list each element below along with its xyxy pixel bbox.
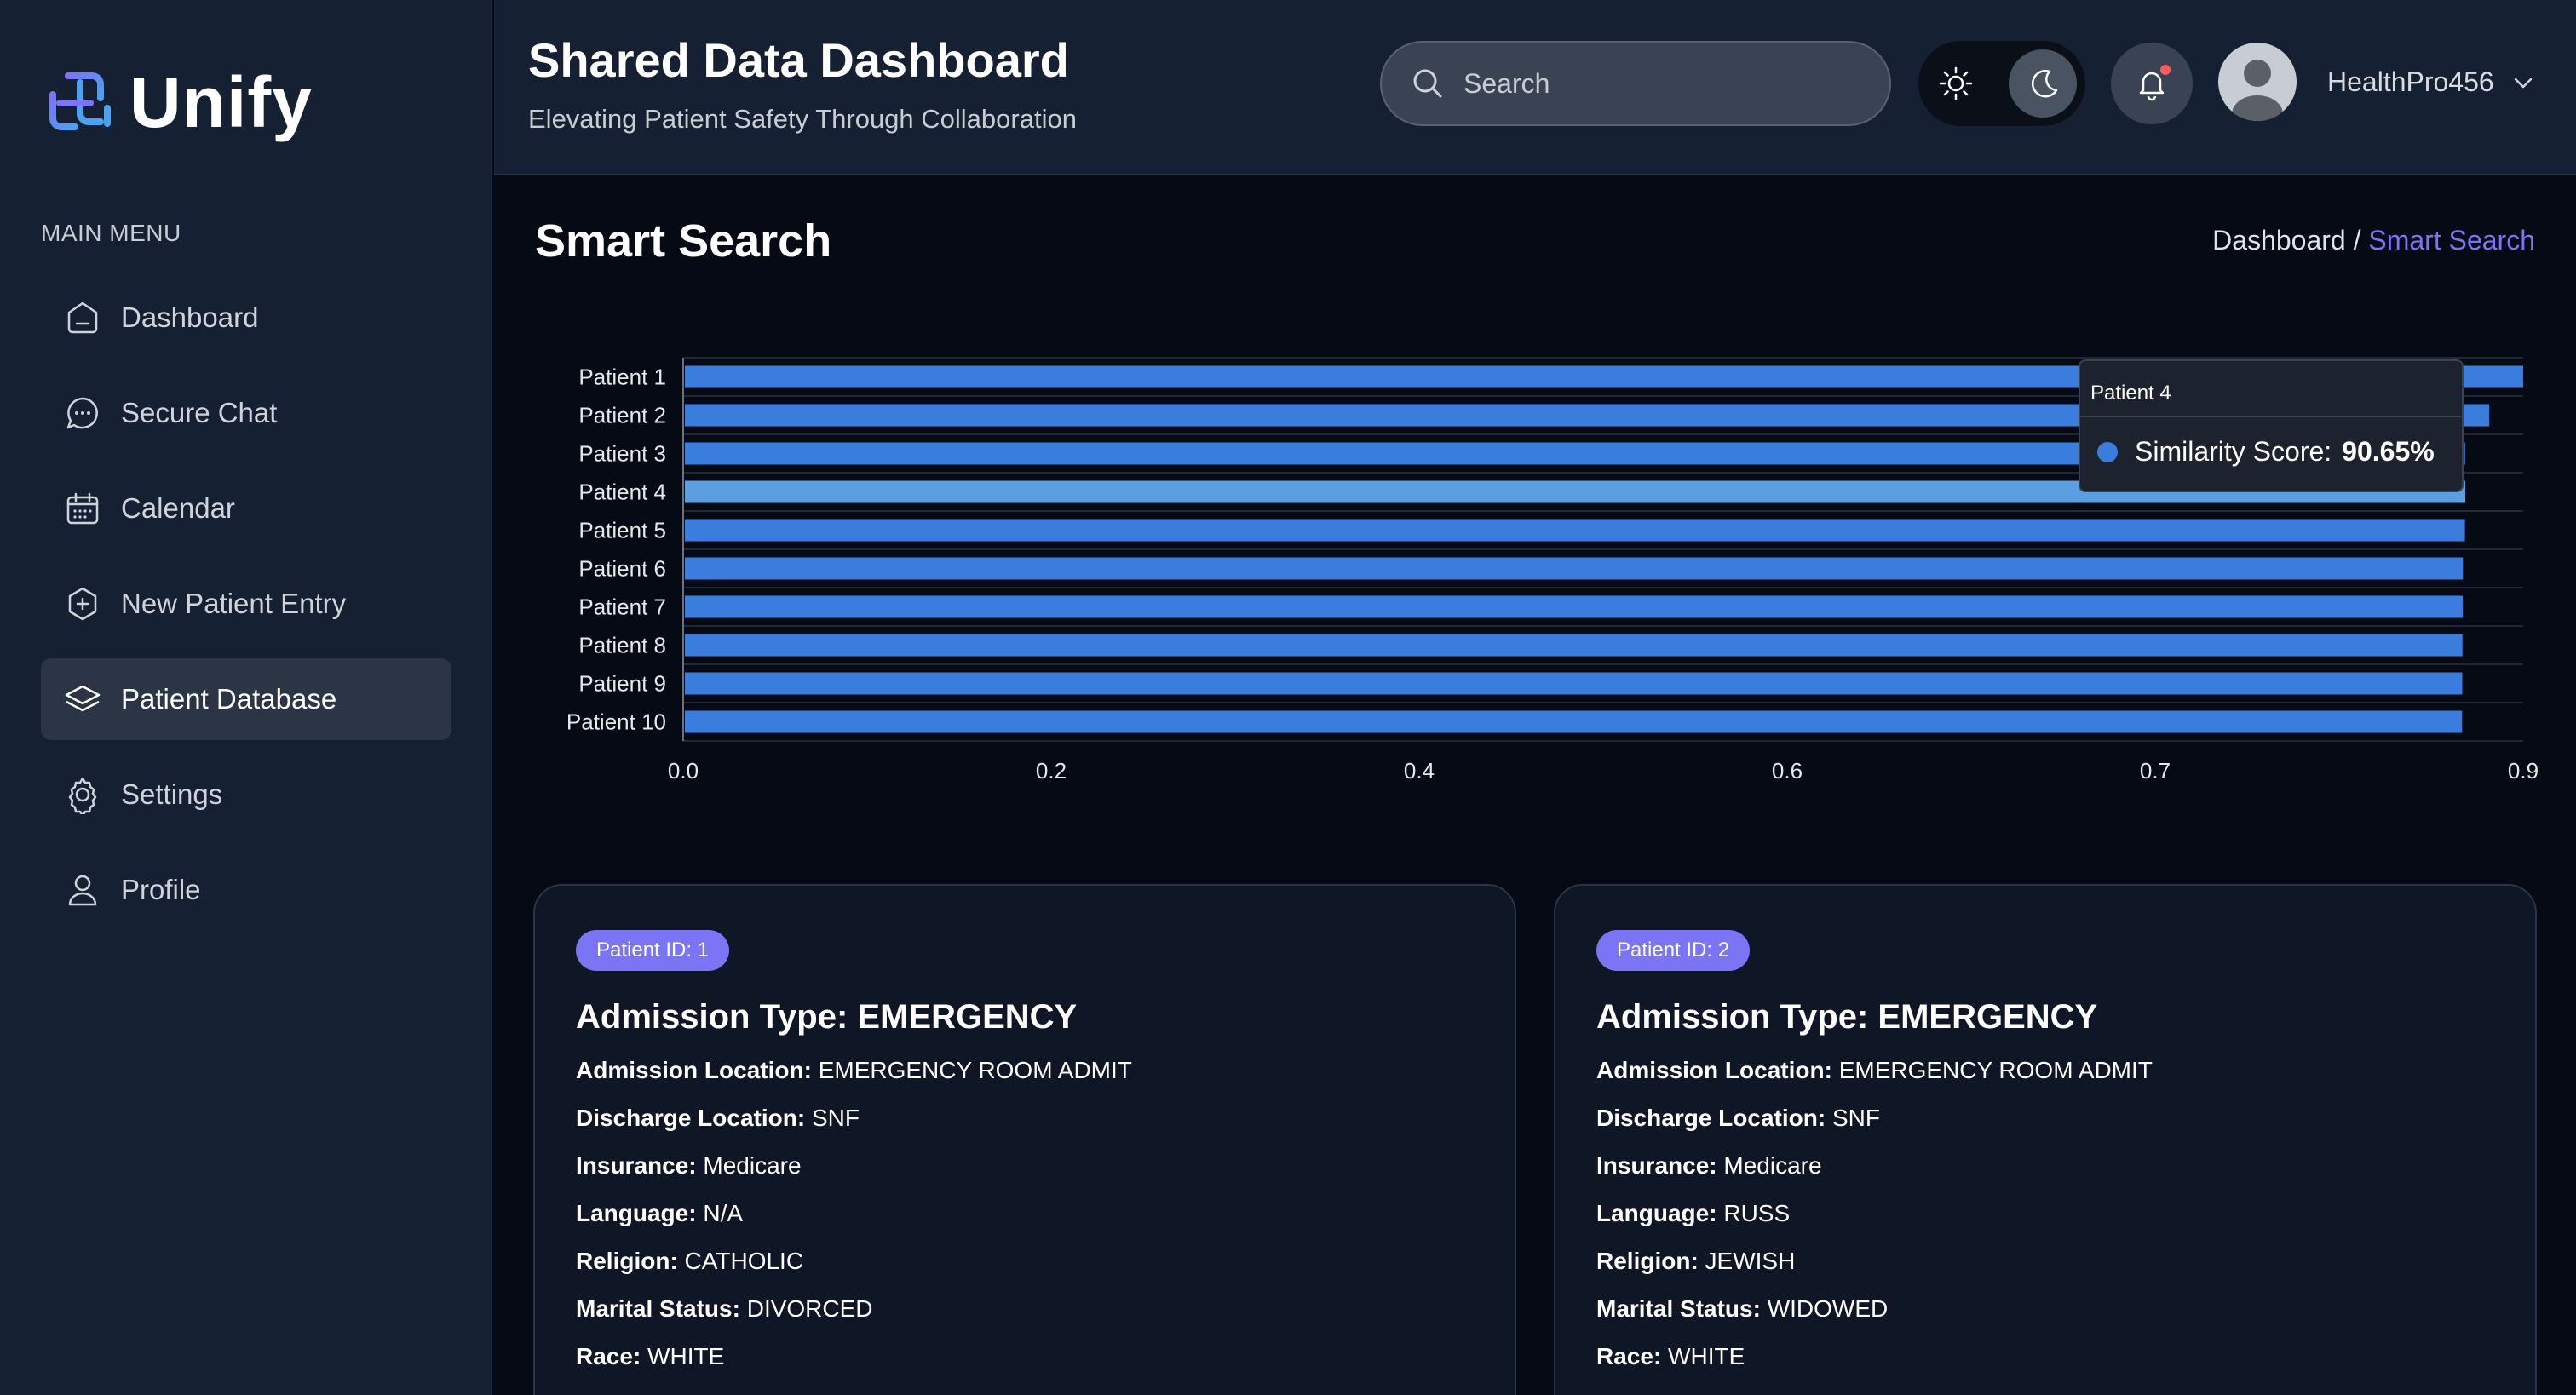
avatar-user-icon xyxy=(2232,60,2283,121)
sidebar-item-label: Calendar xyxy=(121,492,235,524)
calendar-icon xyxy=(63,489,102,528)
chart-bar[interactable] xyxy=(685,634,2463,657)
chart-bar[interactable] xyxy=(685,710,2463,733)
sidebar-item-label: Dashboard xyxy=(121,301,259,333)
field-admission-location: Admission Location: EMERGENCY ROOM ADMIT xyxy=(1596,1057,2153,1083)
sidebar: Unify MAIN MENU Dashboard Secure Chat Ca… xyxy=(0,0,492,1395)
field-race: Race: WHITE xyxy=(1596,1343,1745,1369)
patient-id-badge: Patient ID: 1 xyxy=(576,930,730,971)
home-icon xyxy=(63,298,102,337)
main-menu-label: MAIN MENU xyxy=(41,220,181,246)
gear-icon xyxy=(63,775,102,814)
tooltip-series-dot xyxy=(2097,441,2118,462)
sidebar-nav: Dashboard Secure Chat Calendar New Patie… xyxy=(41,277,451,944)
top-header: Shared Data Dashboard Elevating Patient … xyxy=(494,0,2576,175)
field-religion: Religion: CATHOLIC xyxy=(576,1248,804,1274)
sidebar-item-label: Patient Database xyxy=(121,683,337,715)
chart-tooltip: Patient 4 Similarity Score: 90.65% xyxy=(2079,359,2464,492)
sidebar-item-new-patient-entry[interactable]: New Patient Entry xyxy=(41,563,451,645)
bell-icon xyxy=(2139,72,2165,101)
chart-y-tick-label: Patient 5 xyxy=(578,518,666,543)
sidebar-item-patient-database[interactable]: Patient Database xyxy=(41,658,451,740)
sun-icon[interactable] xyxy=(1937,65,1975,102)
unify-logo-icon xyxy=(49,72,111,130)
chart-x-tick-label: 0.4 xyxy=(1404,758,1435,784)
sidebar-item-label: Profile xyxy=(121,874,201,905)
chart-x-tick-label: 0.9 xyxy=(2508,758,2539,784)
sidebar-item-secure-chat[interactable]: Secure Chat xyxy=(41,372,451,454)
breadcrumb-current: Smart Search xyxy=(2368,225,2535,255)
field-language: Language: N/A xyxy=(576,1200,744,1226)
sidebar-item-profile[interactable]: Profile xyxy=(41,849,451,931)
search-input[interactable] xyxy=(1463,67,1872,100)
theme-toggle[interactable] xyxy=(1918,41,2085,126)
chart-bar[interactable] xyxy=(685,595,2463,618)
page-title: Smart Search xyxy=(535,215,832,267)
avatar[interactable] xyxy=(2218,43,2297,121)
field-marital-status: Marital Status: DIVORCED xyxy=(576,1295,873,1322)
field-discharge-location: Discharge Location: SNF xyxy=(1596,1105,1880,1131)
dashboard-subtitle: Elevating Patient Safety Through Collabo… xyxy=(528,104,1077,134)
patient-id-badge: Patient ID: 2 xyxy=(1596,930,1751,971)
tooltip-value: 90.65% xyxy=(2342,436,2435,467)
search-bar[interactable] xyxy=(1380,41,1891,126)
sidebar-item-dashboard[interactable]: Dashboard xyxy=(41,277,451,359)
chart-y-tick-label: Patient 7 xyxy=(578,594,666,620)
field-religion: Religion: JEWISH xyxy=(1596,1248,1796,1274)
chart-y-tick-label: Patient 6 xyxy=(578,556,666,582)
admission-type: Admission Type: EMERGENCY xyxy=(576,998,1078,1036)
field-language: Language: RUSS xyxy=(1596,1200,1791,1226)
moon-icon xyxy=(2031,70,2058,98)
chart-y-tick-label: Patient 10 xyxy=(566,709,666,735)
breadcrumb: Dashboard / Smart Search xyxy=(2212,225,2535,256)
chart-bar[interactable] xyxy=(685,672,2463,695)
chart-x-tick-label: 0.2 xyxy=(1036,758,1067,784)
user-icon xyxy=(63,870,102,910)
admission-type: Admission Type: EMERGENCY xyxy=(1596,998,2098,1036)
tooltip-title: Patient 4 xyxy=(2080,361,2462,417)
app-name: Unify xyxy=(129,62,313,142)
chart-x-tick-label: 0.6 xyxy=(1772,758,1803,784)
field-marital-status: Marital Status: WIDOWED xyxy=(1596,1295,1889,1322)
notification-dot xyxy=(2160,65,2171,75)
plus-circle-icon xyxy=(63,584,102,623)
chart-x-tick-label: 0.7 xyxy=(2140,758,2171,784)
chart-x-tick-label: 0.0 xyxy=(668,758,699,784)
dark-mode-button[interactable] xyxy=(2009,49,2077,118)
layers-icon xyxy=(63,680,102,719)
chart-bar[interactable] xyxy=(685,557,2464,580)
chart-y-tick-label: Patient 3 xyxy=(578,441,666,467)
breadcrumb-parent[interactable]: Dashboard / xyxy=(2212,225,2361,255)
sidebar-item-settings[interactable]: Settings xyxy=(41,754,451,835)
sidebar-item-label: New Patient Entry xyxy=(121,588,347,619)
chart-y-tick-label: Patient 4 xyxy=(578,479,666,505)
app-logo[interactable]: Unify xyxy=(43,61,313,144)
sidebar-item-calendar[interactable]: Calendar xyxy=(41,468,451,549)
field-insurance: Insurance: Medicare xyxy=(1596,1152,1822,1179)
field-admission-location: Admission Location: EMERGENCY ROOM ADMIT xyxy=(576,1057,1132,1083)
user-menu[interactable]: HealthPro456 xyxy=(2327,66,2535,98)
username-label: HealthPro456 xyxy=(2327,66,2494,97)
sidebar-item-label: Settings xyxy=(121,778,223,810)
chevron-down-icon xyxy=(2514,78,2532,88)
tooltip-label: Similarity Score: xyxy=(2135,436,2332,467)
field-discharge-location: Discharge Location: SNF xyxy=(576,1105,860,1131)
chart-y-tick-label: Patient 9 xyxy=(578,671,666,697)
patient-card-1[interactable]: Patient ID: 1 Admission Type: EMERGENCY … xyxy=(533,884,1516,1395)
field-insurance: Insurance: Medicare xyxy=(576,1152,802,1179)
search-icon xyxy=(1413,69,1442,98)
chart-bar[interactable] xyxy=(685,519,2465,542)
chart-y-tick-label: Patient 1 xyxy=(578,365,666,390)
chart-y-tick-label: Patient 8 xyxy=(578,633,666,658)
tooltip-body: Similarity Score: 90.65% xyxy=(2080,417,2462,468)
notifications-button[interactable] xyxy=(2111,43,2193,124)
dashboard-title: Shared Data Dashboard xyxy=(528,33,1069,87)
chat-icon xyxy=(63,393,102,433)
patient-card-2[interactable]: Patient ID: 2 Admission Type: EMERGENCY … xyxy=(1554,884,2537,1395)
field-race: Race: WHITE xyxy=(576,1343,725,1369)
sidebar-item-label: Secure Chat xyxy=(121,397,278,428)
chart-y-tick-label: Patient 2 xyxy=(578,403,666,428)
